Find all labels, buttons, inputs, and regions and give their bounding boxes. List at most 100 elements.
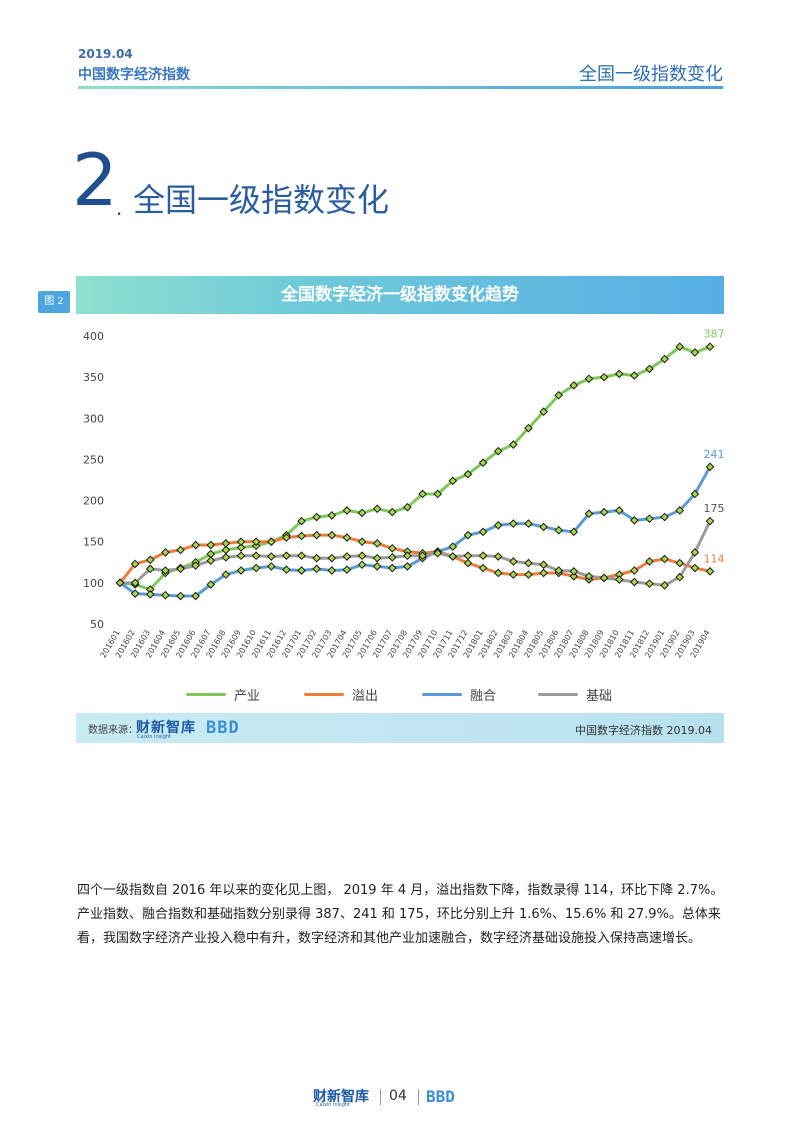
legend-label: 基础 — [586, 689, 613, 704]
data-point — [251, 563, 261, 573]
data-point — [645, 514, 654, 523]
data-point — [690, 563, 700, 573]
data-point — [660, 581, 669, 590]
footer-caixin-logo-subtitle: Caixin Insight — [316, 1102, 350, 1108]
data-point — [236, 551, 246, 561]
paragraph-line: 四个一级指数自 2016 年以来的变化见上图， 2019 年 4 月，溢出指数下… — [77, 883, 724, 898]
chart-legend: 产业 溢出 融合 基础 — [186, 684, 646, 704]
chart-title: 全国数字经济一级指数变化趋势 — [281, 285, 519, 305]
y-tick-label: 250 — [83, 453, 104, 466]
header-brand: 中国数字经济指数 — [78, 67, 190, 83]
data-point — [388, 507, 397, 517]
data-point — [539, 560, 548, 570]
data-point — [418, 489, 427, 499]
data-point — [448, 542, 458, 551]
data-point — [645, 364, 654, 374]
data-point — [161, 590, 170, 600]
data-point — [554, 390, 564, 400]
data-point — [509, 440, 518, 449]
y-tick-label: 150 — [83, 536, 104, 549]
data-point — [327, 511, 337, 520]
data-point — [145, 555, 155, 565]
data-point — [176, 591, 185, 601]
data-point — [584, 509, 594, 519]
data-point — [524, 423, 533, 433]
data-point — [418, 551, 427, 561]
data-point — [403, 502, 412, 512]
data-point — [145, 564, 155, 574]
data-point — [266, 537, 276, 547]
legend-swatch — [186, 693, 226, 696]
footer-bbd-logo: BBD — [426, 1087, 455, 1106]
data-point — [630, 371, 639, 380]
data-point — [282, 533, 291, 542]
data-point — [584, 374, 594, 384]
data-point — [660, 512, 669, 522]
data-point — [448, 476, 458, 486]
data-point — [539, 407, 548, 417]
data-point — [448, 552, 458, 561]
data-point — [493, 552, 503, 561]
data-point — [221, 553, 231, 562]
data-point — [176, 545, 185, 555]
data-point — [630, 577, 639, 587]
data-point — [690, 348, 700, 357]
data-point — [282, 551, 291, 561]
data-point — [191, 561, 200, 570]
data-point — [463, 558, 473, 568]
footer-divider — [418, 1089, 419, 1105]
data-point — [312, 564, 321, 574]
source-right-text: 中国数字经济指数 2019.04 — [575, 724, 712, 737]
y-tick-label: 350 — [83, 371, 104, 384]
data-point — [478, 458, 488, 468]
data-point — [236, 566, 246, 575]
data-point — [297, 531, 306, 541]
legend-label: 溢出 — [352, 689, 379, 704]
data-point — [145, 590, 155, 599]
data-point — [176, 564, 185, 574]
header-section-title: 全国一级指数变化 — [579, 64, 723, 85]
data-label: 175 — [704, 502, 725, 515]
data-point — [509, 519, 518, 528]
data-point — [388, 543, 397, 553]
data-point — [342, 533, 352, 542]
body-paragraph: 四个一级指数自 2016 年以来的变化见上图， 2019 年 4 月，溢出指数下… — [77, 879, 729, 951]
header-date: 2019.04 — [78, 47, 133, 61]
data-point — [675, 342, 685, 352]
data-point — [327, 553, 337, 563]
data-point — [312, 530, 321, 540]
data-point — [614, 575, 624, 584]
data-point — [297, 566, 306, 575]
data-point — [327, 566, 337, 575]
data-point — [266, 562, 276, 571]
data-point — [614, 369, 624, 379]
data-label: 114 — [704, 552, 725, 565]
y-tick-label: 300 — [83, 412, 104, 425]
footer-caixin-logo: 财新智库 — [313, 1089, 369, 1105]
data-point — [509, 570, 518, 579]
chart-title-bar — [76, 276, 724, 314]
data-point — [357, 508, 367, 518]
data-point — [524, 570, 533, 579]
series-line — [118, 345, 712, 591]
data-point — [297, 551, 306, 561]
data-point — [524, 519, 533, 528]
data-point — [130, 578, 140, 588]
data-point — [478, 527, 488, 537]
data-point — [660, 354, 669, 364]
data-point — [599, 507, 609, 517]
y-tick-label: 100 — [83, 577, 104, 590]
data-point — [357, 551, 367, 561]
data-point — [569, 527, 579, 537]
header-divider — [78, 86, 723, 89]
data-point — [690, 548, 700, 557]
legend-swatch — [422, 693, 462, 696]
data-point — [554, 566, 564, 575]
paragraph-line: 产业指数、融合指数和基础指数分别录得 387、241 和 175，环比分别上升 … — [77, 907, 721, 922]
figure-tag: 图 2 — [38, 291, 70, 313]
data-point — [539, 568, 548, 578]
data-point — [478, 551, 488, 561]
data-point — [675, 572, 685, 582]
data-point — [645, 557, 654, 566]
data-point — [493, 568, 503, 578]
